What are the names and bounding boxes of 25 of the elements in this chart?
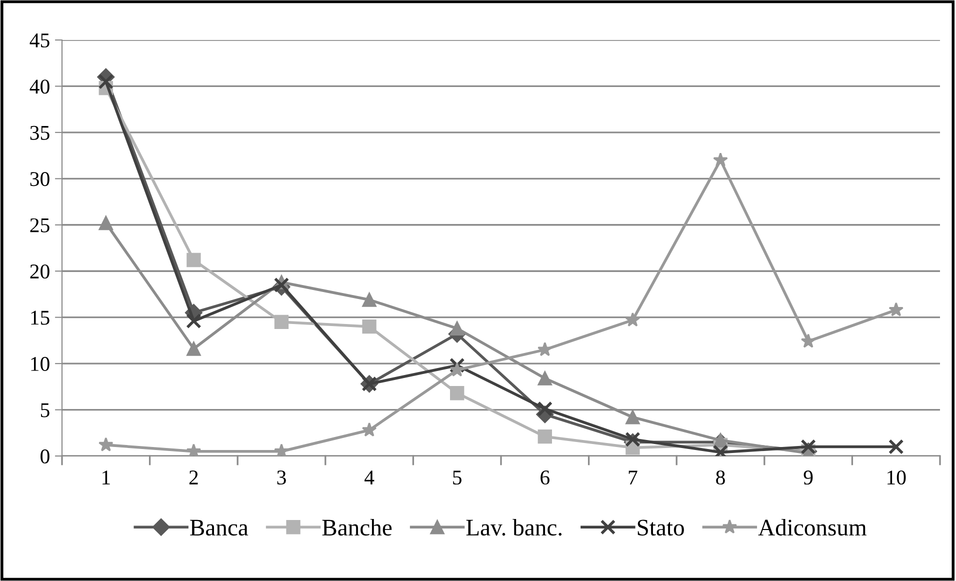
x-tick-label: 10 (888, 470, 906, 485)
y-tick-label: 30 (30, 172, 50, 186)
y-tick-label: 35 (30, 126, 50, 140)
x-tick-label: 7 (628, 470, 638, 484)
y-tick-label: 20 (30, 264, 50, 279)
legend-label: Lav. banc. (466, 518, 562, 536)
y-tick-label: 10 (31, 356, 50, 371)
x-tick-label: 2 (189, 470, 198, 484)
x-tick-label: 1 (102, 470, 110, 484)
legend-label: Banche (322, 518, 392, 536)
y-tick-label: 40 (30, 80, 50, 94)
x-tick-label: 3 (277, 470, 286, 485)
legend-label: Stato (638, 520, 684, 536)
x-tick-label: 8 (716, 470, 725, 485)
y-tick-label: 45 (30, 34, 50, 48)
legend-label: Banca (190, 520, 248, 536)
x-tick-label: 5 (453, 470, 462, 485)
y-tick-label: 25 (30, 218, 50, 232)
x-tick-label: 4 (364, 470, 374, 484)
legend-label: Adiconsum (758, 518, 866, 536)
y-tick-label: 5 (40, 403, 50, 418)
y-tick-label: 15 (31, 310, 50, 325)
x-tick-label: 6 (540, 470, 550, 485)
x-tick-label: 9 (804, 470, 813, 485)
y-tick-label: 0 (40, 449, 50, 464)
